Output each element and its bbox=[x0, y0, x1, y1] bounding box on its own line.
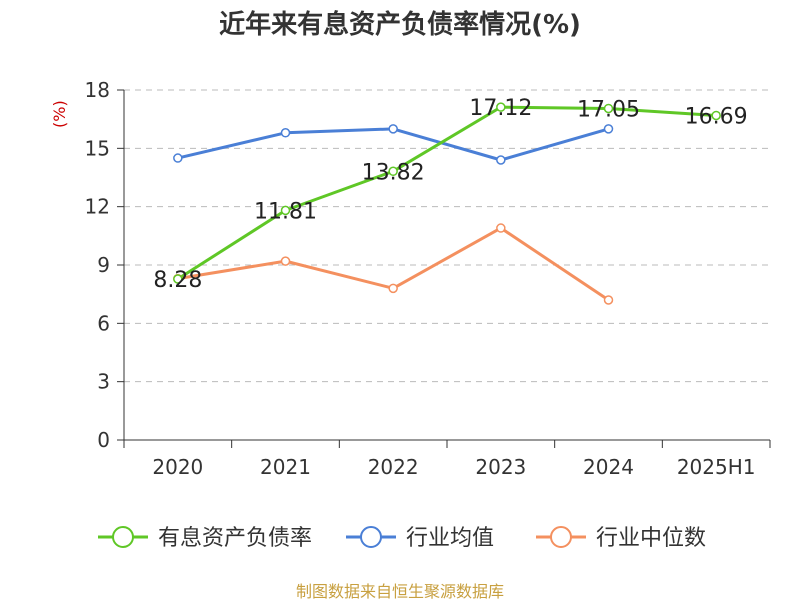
data-label: 17.05 bbox=[577, 97, 640, 122]
x-tick-label: 2023 bbox=[475, 455, 526, 479]
legend-label: 行业中位数 bbox=[596, 526, 706, 551]
data-point bbox=[280, 128, 291, 138]
data-point bbox=[388, 124, 398, 134]
y-tick-label: 0 bbox=[97, 428, 110, 452]
data-point bbox=[173, 153, 183, 163]
data-label: 11.81 bbox=[254, 199, 317, 224]
axes: 0 3 6 9 12 15 18 2020 2021 2022 2023 2024 2025H1 bbox=[85, 78, 771, 479]
source-note: 制图数据来自恒生聚源数据库 bbox=[295, 582, 504, 601]
data-point bbox=[280, 256, 291, 266]
series-line bbox=[177, 105, 717, 281]
y-tick-label: 9 bbox=[97, 253, 110, 277]
data-labels: 8.28 11.81 13.82 17.12 17.05 16.69 bbox=[153, 96, 747, 293]
data-points bbox=[173, 102, 721, 305]
y-tick-label: 18 bbox=[85, 78, 110, 102]
data-label: 16.69 bbox=[685, 104, 748, 129]
data-point bbox=[388, 283, 398, 294]
data-point bbox=[603, 103, 614, 114]
data-point bbox=[388, 166, 398, 177]
data-point bbox=[496, 155, 506, 165]
data-point bbox=[280, 205, 291, 216]
x-tick-label: 2020 bbox=[152, 455, 203, 479]
data-point bbox=[603, 295, 614, 305]
legend-label: 行业均值 bbox=[406, 526, 494, 551]
legend-marker bbox=[550, 526, 572, 548]
legend-marker bbox=[112, 526, 134, 548]
y-tick-label: 12 bbox=[85, 195, 110, 219]
x-tick-label: 2025H1 bbox=[677, 455, 756, 479]
legend-label: 有息资产负债率 bbox=[158, 526, 312, 551]
data-label: 13.82 bbox=[362, 160, 425, 185]
legend-marker bbox=[360, 526, 382, 548]
data-point bbox=[711, 110, 721, 121]
grid-lines bbox=[124, 89, 770, 383]
chart-title: 近年来有息资产负债率情况(%) bbox=[219, 10, 581, 40]
data-label: 17.12 bbox=[469, 96, 532, 121]
x-tick-label: 2022 bbox=[368, 455, 419, 479]
data-point bbox=[173, 274, 183, 284]
data-point bbox=[496, 102, 506, 112]
x-tick-label: 2024 bbox=[583, 455, 634, 479]
data-point bbox=[603, 124, 614, 134]
data-label: 8.28 bbox=[153, 268, 202, 293]
y-tick-label: 3 bbox=[97, 370, 110, 394]
y-tick-label: 6 bbox=[97, 311, 110, 335]
legend: 有息资产负债率 行业均值 行业中位数 bbox=[98, 526, 706, 551]
x-tick-label: 2021 bbox=[260, 455, 311, 479]
data-point bbox=[496, 223, 506, 233]
y-tick-label: 15 bbox=[85, 136, 110, 160]
